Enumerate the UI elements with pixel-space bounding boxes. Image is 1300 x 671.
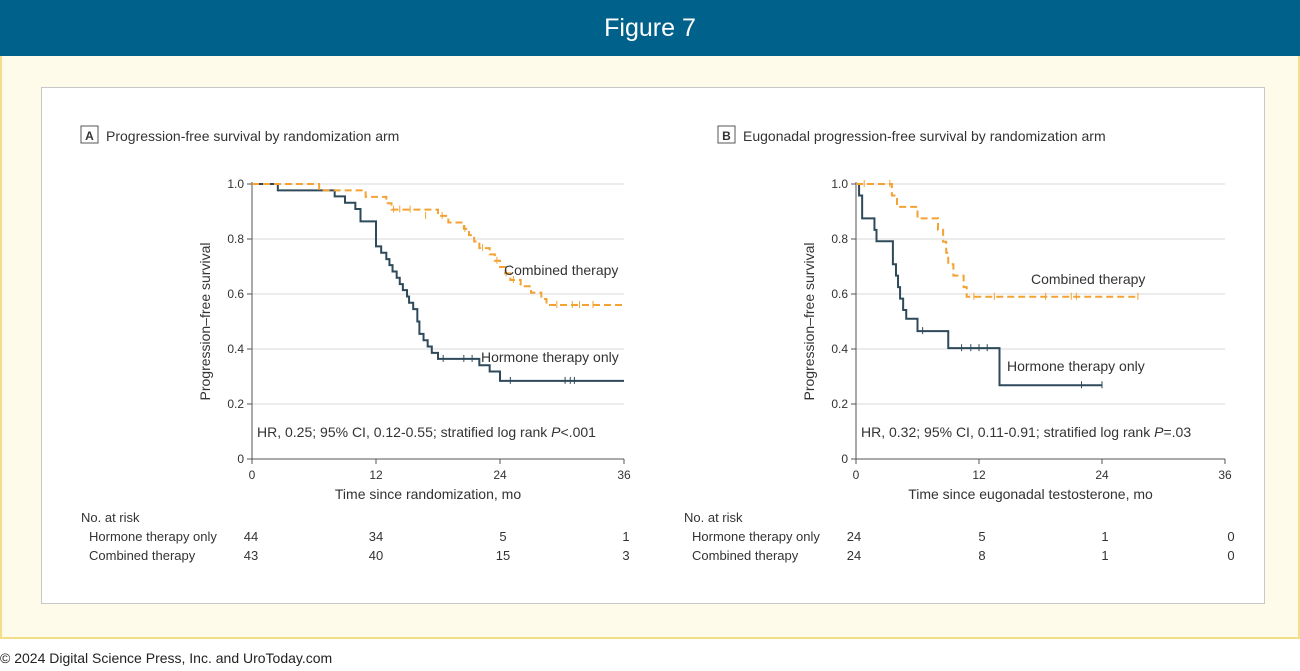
stats-annotation: HR, 0.25; 95% CI, 0.12-0.55; stratified … (257, 424, 596, 440)
x-tick-label: 0 (249, 468, 256, 482)
risk-value: 5 (978, 529, 985, 544)
x-tick-label: 12 (369, 468, 383, 482)
y-tick-label: 0.2 (831, 397, 848, 411)
x-tick-label: 24 (1095, 468, 1109, 482)
series-line-combined (252, 183, 624, 306)
x-axis-label: Time since randomization, mo (335, 486, 521, 502)
risk-value: 24 (847, 529, 861, 544)
series-label: Hormone therapy only (481, 349, 619, 365)
risk-value: 24 (847, 548, 861, 563)
figure-box: A Progression-free survival by randomizat… (41, 87, 1265, 604)
figure-frame: A Progression-free survival by randomizat… (0, 56, 1300, 639)
risk-value: 40 (369, 548, 383, 563)
y-tick-label: 0 (841, 452, 848, 466)
x-tick-label: 12 (972, 468, 986, 482)
risk-value: 0 (1227, 548, 1234, 563)
figure-header: Figure 7 (0, 0, 1300, 56)
risk-value: 5 (499, 529, 506, 544)
chart-title: Progression-free survival by randomizati… (106, 128, 399, 144)
y-tick-label: 1.0 (227, 177, 244, 191)
chart-title: Eugonadal progression-free survival by r… (743, 128, 1106, 144)
risk-value: 3 (622, 548, 629, 563)
figure-title: Figure 7 (604, 13, 696, 42)
risk-value: 8 (978, 548, 985, 563)
panel-letter: A (85, 129, 94, 143)
chart-svg: A Progression-free survival by randomizat… (80, 125, 1235, 563)
risk-value: 1 (1101, 548, 1108, 563)
risk-row-label: Hormone therapy only (89, 529, 217, 544)
risk-value: 0 (1227, 529, 1234, 544)
y-tick-label: 0 (237, 452, 244, 466)
x-axis-label: Time since eugonadal testosterone, mo (908, 486, 1153, 502)
series-line-hormone (252, 183, 624, 382)
panel-letter: B (722, 129, 731, 143)
stats-annotation: HR, 0.32; 95% CI, 0.11-0.91; stratified … (861, 424, 1191, 440)
risk-value: 43 (244, 548, 258, 563)
y-tick-label: 0.6 (831, 287, 848, 301)
series-label: Combined therapy (504, 262, 618, 278)
y-tick-label: 0.8 (831, 232, 848, 246)
risk-table-title: No. at risk (684, 510, 743, 525)
x-tick-label: 36 (1218, 468, 1232, 482)
risk-value: 15 (496, 548, 510, 563)
y-tick-label: 0.6 (227, 287, 244, 301)
risk-value: 1 (1101, 529, 1108, 544)
risk-row-label: Hormone therapy only (692, 529, 820, 544)
risk-row-label: Combined therapy (692, 548, 799, 563)
copyright-footer: © 2024 Digital Science Press, Inc. and U… (0, 650, 333, 666)
y-axis-label: Progression–free survival (801, 243, 817, 401)
risk-value: 1 (622, 529, 629, 544)
panel-letter-box (80, 125, 99, 144)
x-tick-label: 24 (493, 468, 507, 482)
risk-value: 34 (369, 529, 383, 544)
y-tick-label: 1.0 (831, 177, 848, 191)
y-tick-label: 0.8 (227, 232, 244, 246)
risk-row-label: Combined therapy (89, 548, 196, 563)
y-tick-label: 0.4 (831, 342, 848, 356)
risk-value: 44 (244, 529, 258, 544)
y-axis-label: Progression–free survival (197, 243, 213, 401)
series-label: Combined therapy (1031, 271, 1145, 287)
panel-letter-box (717, 125, 736, 144)
risk-table-title: No. at risk (81, 510, 140, 525)
y-tick-label: 0.2 (227, 397, 244, 411)
series-line-combined (856, 183, 1138, 298)
x-tick-label: 36 (617, 468, 631, 482)
y-tick-label: 0.4 (227, 342, 244, 356)
series-line-hormone (856, 183, 1102, 387)
series-label: Hormone therapy only (1007, 358, 1145, 374)
x-tick-label: 0 (853, 468, 860, 482)
